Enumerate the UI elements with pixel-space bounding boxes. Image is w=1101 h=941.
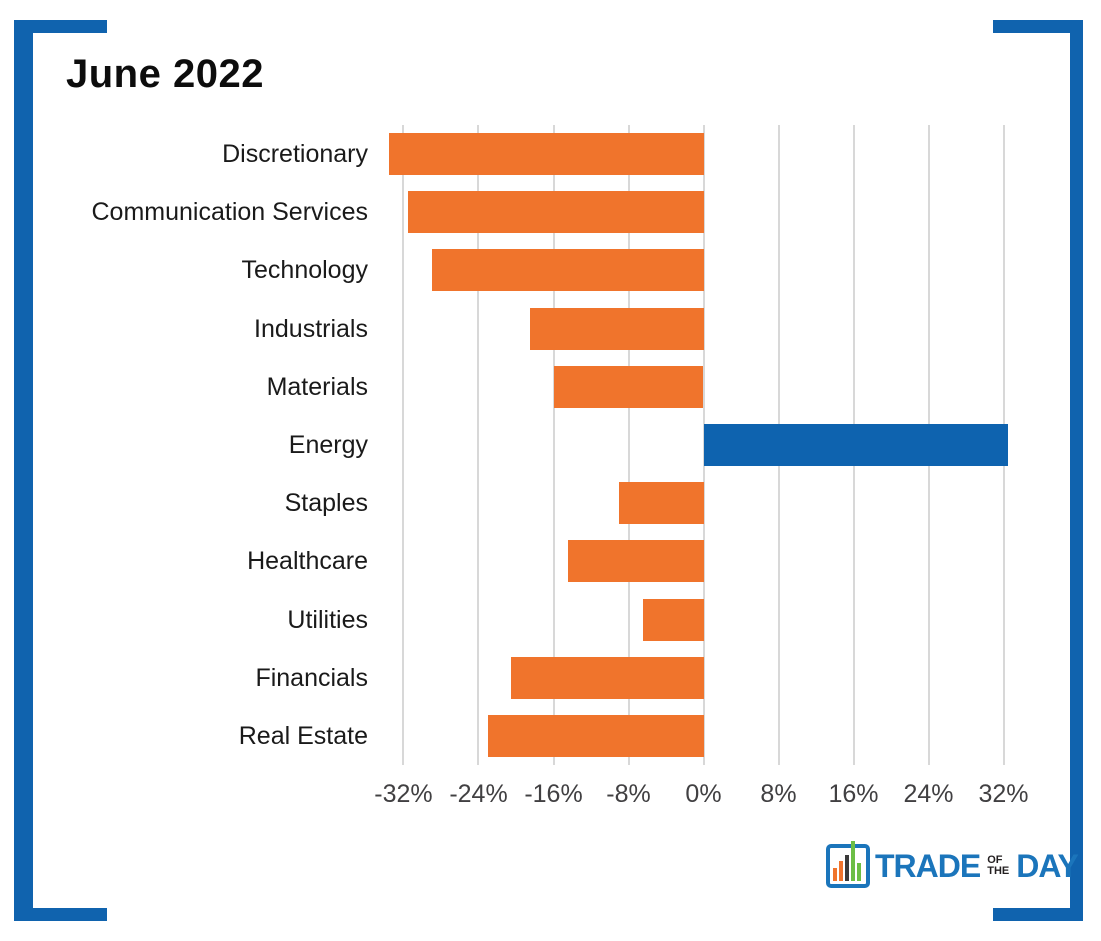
bar-staples bbox=[619, 482, 704, 525]
gridline--24% bbox=[477, 125, 480, 765]
logo-text-trade: TRADE bbox=[875, 848, 981, 884]
bar-real-estate bbox=[487, 714, 704, 757]
bar-financials bbox=[511, 656, 704, 699]
bar-healthcare bbox=[567, 540, 704, 583]
bar-energy bbox=[703, 424, 1009, 466]
bar-materials bbox=[553, 365, 704, 408]
tick-label-0%: 0% bbox=[685, 780, 722, 808]
frame-top-right-corner bbox=[993, 20, 1083, 33]
tick-label--24%: -24% bbox=[449, 780, 508, 808]
frame-top-left-corner bbox=[14, 20, 107, 33]
gridline--8% bbox=[627, 125, 630, 765]
category-label-energy: Energy bbox=[288, 431, 368, 459]
category-label-financials: Financials bbox=[255, 663, 368, 692]
tick-label-16%: 16% bbox=[828, 780, 879, 808]
category-label-communication-services: Communication Services bbox=[91, 198, 369, 227]
tick-label-8%: 8% bbox=[760, 780, 797, 808]
bar-communication-services bbox=[408, 191, 704, 234]
plot-area bbox=[366, 125, 1041, 765]
frame-right-bar bbox=[1070, 20, 1083, 921]
tick-label-24%: 24% bbox=[903, 780, 954, 808]
chart-title: June 2022 bbox=[66, 52, 264, 96]
frame-bottom-right-corner bbox=[993, 908, 1083, 921]
tick-label--32%: -32% bbox=[374, 780, 433, 808]
logo-text-day: DAY bbox=[1016, 848, 1079, 884]
bar-discretionary bbox=[389, 133, 704, 176]
category-label-discretionary: Discretionary bbox=[222, 140, 368, 169]
category-label-materials: Materials bbox=[266, 372, 368, 401]
bar-technology bbox=[431, 249, 704, 292]
tick-label--16%: -16% bbox=[524, 780, 583, 808]
frame-left-bar bbox=[14, 20, 33, 921]
bar-utilities bbox=[642, 598, 704, 641]
category-labels: Discretionary Communication Services Techn… bbox=[0, 125, 369, 765]
category-label-technology: Technology bbox=[241, 256, 368, 285]
gridline--16% bbox=[552, 125, 555, 765]
category-label-real-estate: Real Estate bbox=[238, 721, 368, 750]
tick-label-32%: 32% bbox=[978, 780, 1029, 808]
bar-industrials bbox=[530, 307, 704, 350]
tick-label--8%: -8% bbox=[606, 780, 651, 808]
logo-text-of-the: OF THE bbox=[987, 854, 1010, 877]
brand-logo: TRADE OF THE DAY bbox=[826, 841, 1079, 888]
category-label-healthcare: Healthcare bbox=[247, 547, 368, 576]
gridline--32% bbox=[402, 125, 405, 765]
frame-bottom-left-corner bbox=[14, 908, 107, 921]
category-label-industrials: Industrials bbox=[254, 314, 368, 343]
category-label-staples: Staples bbox=[284, 489, 368, 518]
x-axis: -32% -24% -16% -8% 0% 8% 16% 24% 32% bbox=[366, 780, 1041, 814]
bar-chart-logo-icon bbox=[826, 841, 870, 888]
category-label-utilities: Utilities bbox=[287, 605, 368, 634]
